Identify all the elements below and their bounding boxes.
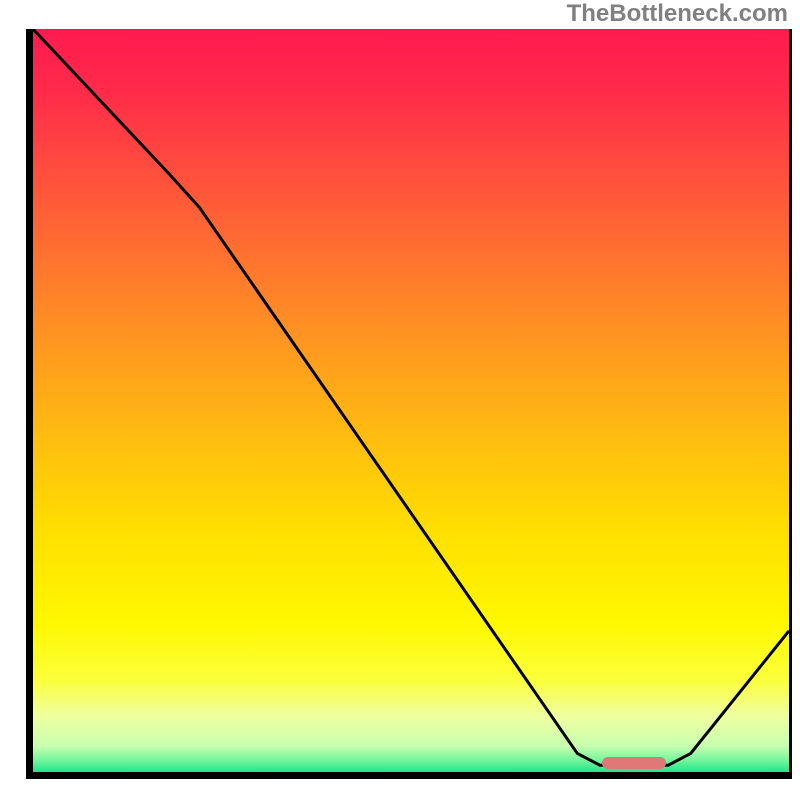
axes-frame (33, 29, 789, 772)
chart-container: { "watermark": { "text": "TheBottleneck.… (0, 0, 800, 800)
watermark-text: TheBottleneck.com (567, 0, 788, 28)
x-axis-border (26, 772, 792, 779)
right-border (789, 29, 792, 779)
y-axis-border (26, 29, 33, 779)
optimal-range-marker (602, 757, 666, 770)
